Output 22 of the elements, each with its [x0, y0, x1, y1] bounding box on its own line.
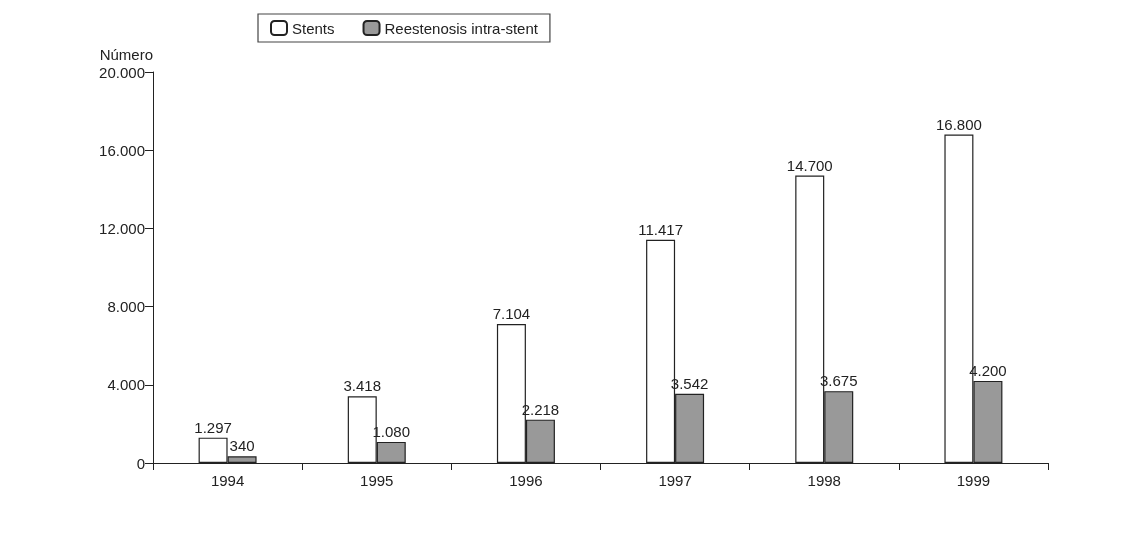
x-tick-label: 1998	[807, 472, 841, 489]
data-label: 340	[229, 437, 255, 455]
y-axis-title: Número	[99, 46, 153, 63]
x-tick-label: 1994	[210, 472, 245, 489]
data-label: 1.297	[194, 418, 232, 436]
x-tick-label: 1995	[360, 472, 394, 489]
y-tick-label: 0	[136, 454, 145, 472]
legend-label: Reestenosis intra-stent	[384, 19, 539, 37]
y-tick-label: 8.000	[107, 298, 145, 316]
y-tick-label: 12.000	[99, 219, 145, 237]
x-tick-label: 1999	[956, 472, 991, 489]
legend-label: Stents	[292, 19, 335, 37]
y-tick-label: 16.000	[99, 141, 145, 159]
x-tick-label: 1997	[658, 472, 692, 489]
data-label: 7.104	[492, 305, 531, 323]
y-tick-label: 4.000	[107, 376, 145, 394]
y-tick-label: 20.000	[99, 63, 145, 81]
data-label: 11.417	[638, 220, 683, 238]
data-label: 14.700	[786, 156, 833, 174]
x-tick-label: 1996	[509, 472, 543, 489]
data-label: 16.800	[935, 115, 982, 133]
data-label: 3.418	[343, 377, 382, 395]
